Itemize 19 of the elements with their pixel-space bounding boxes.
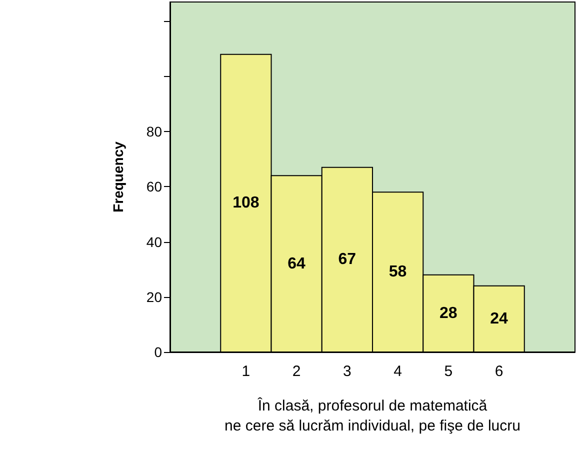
x-tick-label: 4: [394, 363, 402, 380]
y-axis-title: Frequency: [110, 141, 126, 212]
x-tick-label: 3: [343, 363, 352, 380]
x-tick-label: 1: [242, 363, 250, 380]
y-tick-label: 20: [146, 288, 162, 305]
data-label: 58: [388, 264, 407, 281]
data-label: 24: [490, 310, 508, 328]
x-axis-title: În clasă, profesorul de matematică ne cere să lucrăm individual, pe fişe de lucru: [224, 396, 520, 434]
x-tick-label: 2: [292, 363, 301, 380]
y-tick-label: 80: [146, 124, 162, 140]
y-tick-label: 0: [154, 344, 162, 360]
x-tick-label: 5: [444, 363, 453, 380]
data-label: 108: [232, 194, 260, 212]
data-label: 28: [440, 304, 458, 322]
y-tick-label: 40: [146, 234, 162, 250]
y-tick-label: 60: [146, 178, 162, 195]
data-label: 67: [338, 251, 356, 268]
x-tick-label: 6: [494, 363, 504, 380]
data-label: 64: [288, 255, 306, 272]
